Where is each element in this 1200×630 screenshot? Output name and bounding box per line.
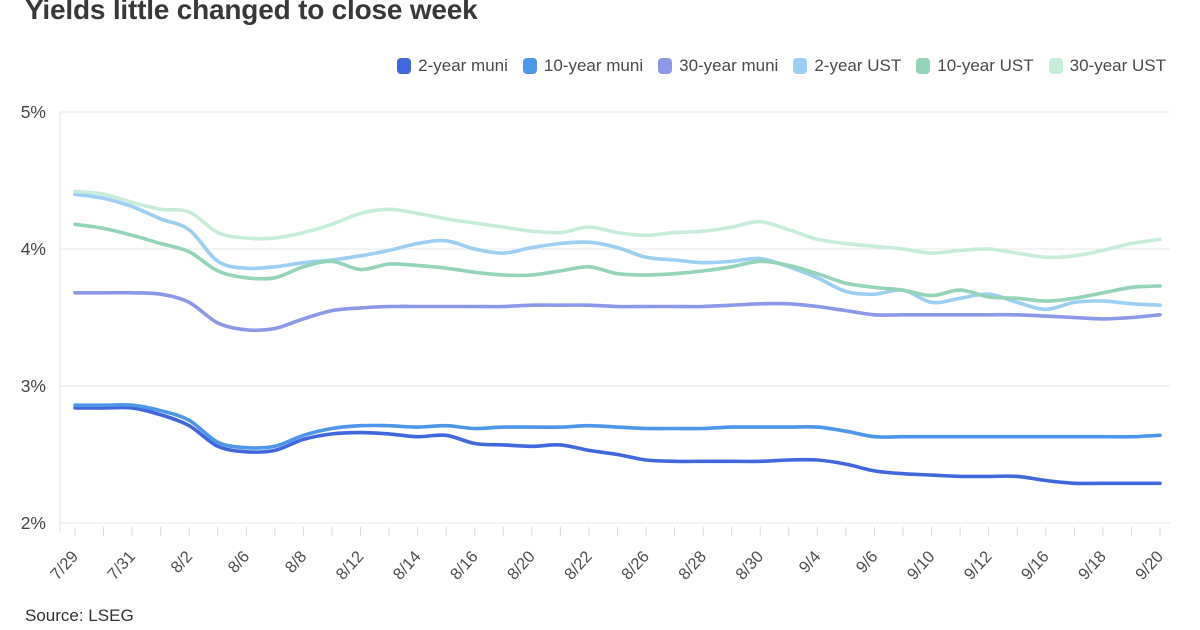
legend-item-10-year-ust[interactable]: 10-year UST [916, 56, 1034, 76]
legend-label: 10-year muni [543, 56, 644, 75]
legend-label: 30-year muni [679, 56, 779, 75]
line-series-10-year-ust [73, 222, 1162, 303]
x-axis-label-9/16: 9/16 [1018, 548, 1053, 584]
line-series-10-year-muni [73, 403, 1162, 450]
x-axis-label-7/31: 7/31 [104, 548, 139, 584]
line-series-2-year-muni [73, 405, 1162, 486]
legend-label: 2-year UST [814, 56, 902, 75]
legend-item-10-year-muni[interactable]: 10-year muni [522, 56, 644, 76]
y-axis-label-3%: 3% [21, 376, 46, 396]
legend-swatch [1048, 58, 1063, 74]
legend-item-30-year-muni[interactable]: 30-year muni [658, 56, 778, 76]
legend-swatch [658, 58, 673, 74]
line-series-30-year-muni [73, 290, 1162, 333]
x-axis-label-9/18: 9/18 [1075, 548, 1110, 584]
y-axis-label-5%: 5% [21, 102, 46, 122]
legend-label: 2-year muni [418, 56, 508, 75]
legend-label: 30-year UST [1069, 56, 1166, 75]
x-axis-label-9/4: 9/4 [796, 548, 825, 577]
source-attribution: Source: LSEG [25, 606, 134, 625]
x-axis-label-8/16: 8/16 [447, 548, 482, 584]
x-axis-label-8/26: 8/26 [618, 548, 653, 584]
x-axis-label-8/8: 8/8 [282, 548, 311, 577]
x-axis-label-9/6: 9/6 [853, 548, 882, 577]
x-axis-label-8/12: 8/12 [333, 548, 368, 584]
legend-label: 10-year UST [937, 56, 1034, 75]
x-axis-label-8/6: 8/6 [225, 548, 254, 577]
legend-swatch [522, 58, 537, 74]
x-axis-label-8/20: 8/20 [504, 548, 539, 584]
y-axis-label-2%: 2% [21, 513, 46, 533]
legend-item-2-year-muni[interactable]: 2-year muni [397, 56, 508, 76]
line-series-30-year-ust [73, 189, 1162, 260]
x-axis-label-8/22: 8/22 [561, 548, 596, 584]
line-series-2-year-ust [73, 192, 1162, 312]
legend-swatch [397, 58, 412, 74]
x-axis-label-9/10: 9/10 [904, 548, 939, 584]
legend-swatch [793, 58, 808, 74]
x-axis-label-9/20: 9/20 [1132, 548, 1167, 584]
legend-item-30-year-ust[interactable]: 30-year UST [1048, 56, 1166, 76]
x-axis-label-7/29: 7/29 [47, 548, 82, 584]
chart-legend: 2-year muni 10-year muni 30-year muni 2-yea… [397, 56, 1166, 76]
x-axis-label-8/30: 8/30 [732, 548, 767, 584]
x-axis-label-9/12: 9/12 [961, 548, 996, 584]
x-axis-label-8/14: 8/14 [390, 548, 425, 584]
legend-item-2-year-ust[interactable]: 2-year UST [793, 56, 901, 76]
x-axis-label-8/2: 8/2 [167, 548, 196, 577]
page-title: Yields little changed to close week [25, 0, 478, 25]
x-axis-label-8/28: 8/28 [675, 548, 710, 584]
y-axis-label-4%: 4% [21, 239, 46, 259]
legend-swatch [916, 58, 931, 74]
